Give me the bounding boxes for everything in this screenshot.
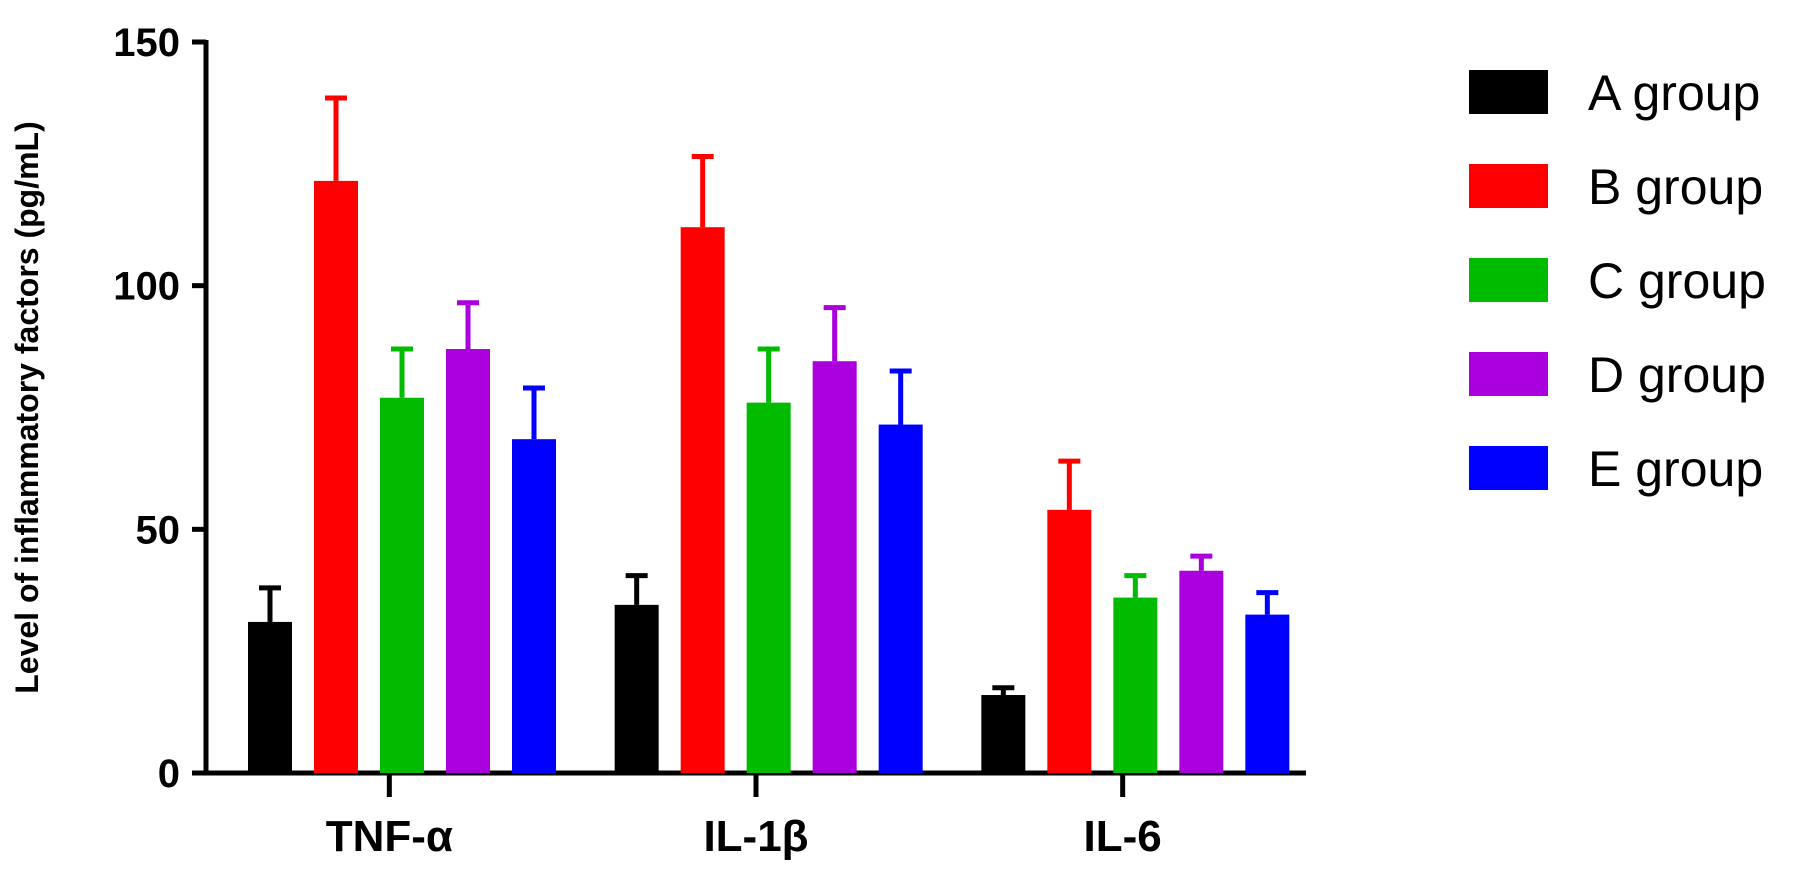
x-tick-label: IL-6 (1084, 812, 1162, 861)
legend-label: B group (1588, 159, 1763, 215)
bar (878, 424, 923, 773)
legend-label: E group (1588, 441, 1763, 497)
y-tick-label: 100 (113, 265, 180, 309)
legend-label: D group (1588, 347, 1766, 403)
bar (248, 621, 292, 773)
legend-swatch (1469, 446, 1548, 490)
bar (746, 402, 791, 773)
y-tick-label: 150 (113, 21, 180, 65)
y-tick-label: 50 (136, 508, 181, 552)
bar (680, 227, 725, 774)
y-tick-label: 0 (158, 752, 180, 796)
bar (512, 439, 556, 773)
bar (1113, 597, 1158, 773)
bar (614, 604, 659, 773)
y-axis-title: Level of inflammatory factors (pg/mL) (9, 121, 45, 694)
x-tick-label: IL-1β (703, 812, 808, 861)
legend-swatch (1469, 352, 1548, 396)
bar (1245, 614, 1290, 773)
legend-label: C group (1588, 253, 1766, 309)
bar (981, 695, 1026, 773)
legend: A group B group C group D group E group (1469, 65, 1766, 497)
legend-swatch (1469, 164, 1548, 208)
bar (812, 361, 857, 773)
bar (1179, 570, 1224, 773)
bar (380, 397, 424, 773)
legend-swatch (1469, 258, 1548, 302)
legend-label: A group (1588, 65, 1760, 121)
x-tick-label: TNF-α (326, 812, 453, 861)
bar (314, 180, 358, 773)
bar (1047, 509, 1092, 773)
plot-area: 0 50 100 150 TNF-α IL-1β IL-6 (113, 21, 1306, 861)
bar (446, 349, 490, 773)
legend-swatch (1469, 70, 1548, 114)
